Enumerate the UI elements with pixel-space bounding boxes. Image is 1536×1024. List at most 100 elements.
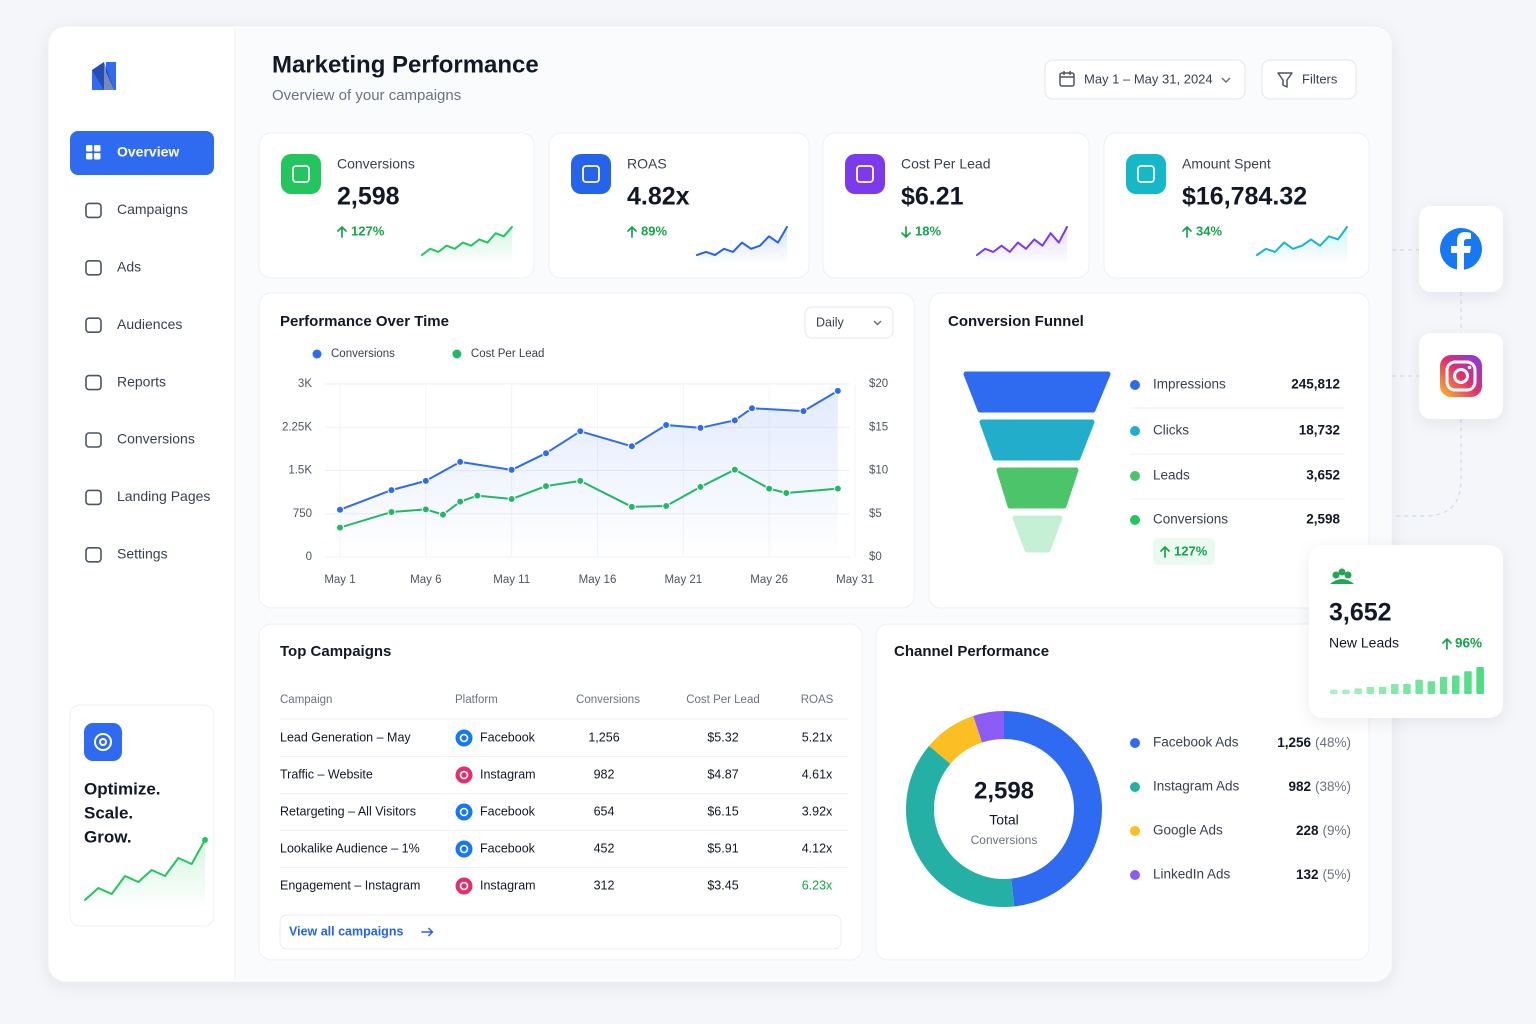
channel-count: 228 (1296, 823, 1319, 838)
table-cell: Traffic – Website (280, 767, 373, 781)
leads-change: 96% (1455, 636, 1482, 651)
funnel-value: 18,732 (1299, 423, 1340, 438)
y2-tick-label: $15 (869, 421, 888, 433)
table-cell: 654 (594, 804, 615, 818)
filter-icon (1277, 72, 1293, 88)
y-tick-label: 750 (293, 508, 312, 520)
x-tick-label: May 11 (493, 574, 530, 586)
funnel-label: Clicks (1153, 423, 1189, 438)
kpi-card (1103, 132, 1370, 279)
leads-label: New Leads (1329, 635, 1399, 651)
table-cell: 1,256 (588, 730, 619, 744)
nav-item[interactable]: Campaigns (117, 201, 188, 217)
nav-icon (86, 153, 93, 160)
promo-icon (84, 723, 122, 761)
table-cell: Lookalike Audience – 1% (280, 841, 420, 855)
leads-value: 3,652 (1329, 599, 1392, 627)
column-header: Platform (455, 694, 498, 706)
change-arrow (1160, 546, 1170, 558)
table-cell: 982 (594, 767, 615, 781)
table-cell: Instagram (480, 767, 536, 781)
nav-icon (94, 145, 101, 152)
column-header: Campaign (280, 694, 332, 706)
channel-value: 982 (38%) (1288, 779, 1351, 794)
channel-share: (48%) (1315, 735, 1351, 750)
nav-item[interactable]: Landing Pages (117, 488, 210, 504)
sparkline (421, 226, 513, 256)
nav-item[interactable]: Settings (117, 546, 168, 562)
column-header: Cost Per Lead (686, 694, 760, 706)
promo-text: Grow. (84, 827, 132, 846)
page-subtitle: Overview of your campaigns (272, 87, 461, 104)
data-point (799, 407, 808, 416)
donut-segment (973, 711, 1005, 743)
platform-icon (455, 803, 473, 821)
page-title: Marketing Performance (272, 51, 539, 78)
nav-icon (85, 489, 102, 506)
channels-card (875, 623, 1370, 961)
table-cell: 4.12x (802, 841, 833, 855)
view-all-button[interactable] (279, 914, 842, 950)
view-all-link: View all campaigns (289, 924, 403, 938)
change-arrow (1442, 638, 1452, 650)
kpi-icon-glyph (1137, 165, 1155, 183)
table-cell: Facebook (480, 730, 536, 744)
table-cell: Retargeting – All Visitors (280, 804, 416, 818)
promo-text: Scale. (84, 803, 133, 822)
funnel-value: 3,652 (1306, 468, 1340, 483)
table-cell: $5.91 (707, 841, 738, 855)
nav-item[interactable]: Conversions (117, 431, 195, 447)
data-point (833, 484, 842, 493)
sparkline (1256, 226, 1348, 256)
kpi-icon (281, 154, 321, 194)
period-select[interactable] (804, 306, 894, 339)
legend-label: Cost Per Lead (471, 348, 545, 360)
kpi-change: 34% (1196, 223, 1222, 238)
nav-item[interactable]: Reports (117, 373, 166, 389)
platform-icon-glyph (459, 844, 469, 854)
chevron (1221, 77, 1231, 84)
data-point (336, 523, 344, 532)
instagram-icon (1440, 355, 1482, 397)
channel-value: 132 (5%) (1296, 867, 1351, 882)
kpi-change: 127% (351, 223, 385, 238)
channel-value: 228 (9%) (1296, 823, 1351, 838)
table-cell: 312 (594, 878, 615, 892)
date-button[interactable] (1044, 59, 1246, 100)
series-area (340, 390, 838, 557)
channel-label: Facebook Ads (1153, 735, 1239, 750)
data-point (765, 484, 774, 493)
kpi-card (822, 132, 1090, 279)
nav-item[interactable]: Audiences (117, 316, 182, 332)
platform-icon (455, 729, 473, 747)
filters-button[interactable] (1261, 59, 1357, 100)
card-title: Top Campaigns (280, 643, 391, 660)
change-arrow (337, 226, 347, 238)
series-line (339, 468, 838, 529)
table-cell: $6.15 (707, 804, 738, 818)
platform-icon (455, 877, 473, 895)
nav-item[interactable]: Ads (117, 259, 141, 275)
data-point (748, 404, 756, 413)
nav-icon (85, 546, 102, 563)
y-tick-label: 2.25K (282, 421, 312, 433)
table-cell: 5.21x (802, 730, 833, 744)
table-cell: Engagement – Instagram (280, 878, 420, 892)
leads-bar (1427, 681, 1436, 694)
leads-bar (1330, 689, 1338, 694)
sparkline-area (422, 227, 512, 265)
funnel-value: 2,598 (1306, 512, 1340, 527)
kpi-label: Amount Spent (1182, 156, 1271, 172)
data-point (456, 497, 465, 506)
table-cell: 4.61x (802, 767, 833, 781)
channel-count: 1,256 (1277, 735, 1311, 750)
column-header: Conversions (576, 694, 640, 706)
funnel-label: Leads (1153, 468, 1190, 483)
nav-item[interactable]: Overview (117, 144, 179, 160)
date-range: May 1 – May 31, 2024 (1084, 71, 1213, 86)
leads-bar (1476, 667, 1484, 694)
data-point (507, 465, 516, 474)
y-tick-label: 3K (298, 378, 312, 390)
kpi-card (258, 132, 535, 279)
platform-icon-glyph (459, 733, 469, 743)
